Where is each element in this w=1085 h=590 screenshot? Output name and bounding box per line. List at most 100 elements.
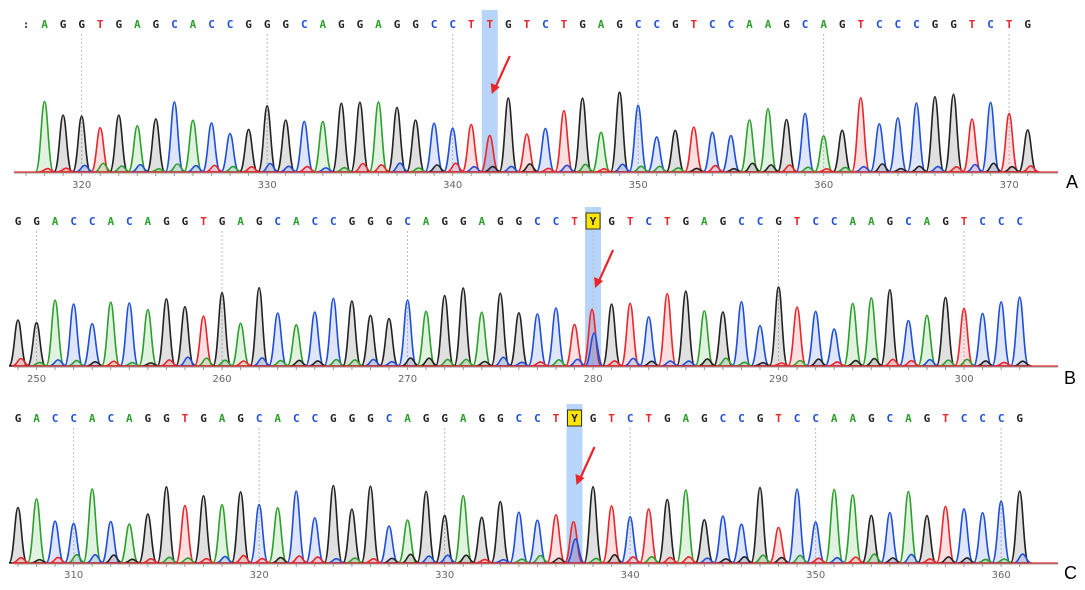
trace-peak — [138, 308, 158, 367]
base-call: G — [163, 215, 170, 228]
base-call: C — [709, 18, 716, 31]
base-call: G — [15, 412, 22, 425]
base-call: G — [423, 412, 430, 425]
base-call: G — [887, 215, 894, 228]
base-call: T — [775, 412, 782, 425]
base-call: G — [338, 18, 345, 31]
trace-peak — [379, 525, 399, 564]
base-call: A — [107, 215, 114, 228]
trace-peak — [758, 107, 778, 173]
base-call: C — [757, 215, 764, 228]
base-call: A — [682, 412, 689, 425]
trace-peak — [63, 303, 84, 367]
base-call: T — [1006, 18, 1013, 31]
base-call: G — [664, 412, 671, 425]
base-call: T — [961, 215, 968, 228]
base-call: G — [145, 412, 152, 425]
trace-peak — [286, 490, 307, 564]
base-call: C — [635, 18, 642, 31]
base-call: G — [394, 18, 401, 31]
base-call: A — [293, 215, 300, 228]
trace-peak — [991, 301, 1011, 367]
base-call: G — [942, 215, 949, 228]
base-call: C — [905, 215, 912, 228]
trace-peak — [257, 104, 277, 173]
base-call: G — [367, 215, 374, 228]
base-call: G — [237, 412, 244, 425]
base-call: G — [163, 412, 170, 425]
base-call: C — [404, 215, 411, 228]
tick-label: 360 — [992, 570, 1011, 581]
arrow-head — [490, 83, 500, 94]
base-call: G — [460, 215, 467, 228]
base-call: C — [171, 18, 178, 31]
tick-label: 360 — [814, 180, 833, 191]
trace-peak — [850, 97, 871, 173]
base-call: A — [831, 412, 838, 425]
base-call: C — [831, 215, 838, 228]
trace-peak — [100, 301, 121, 367]
base-call: A — [52, 215, 59, 228]
base-call: T — [645, 412, 652, 425]
tick-label: 280 — [584, 374, 603, 385]
base-call: G — [219, 215, 226, 228]
base-call: C — [386, 412, 393, 425]
trace-peak — [416, 490, 436, 564]
trace-peak — [665, 129, 686, 173]
trace-peak — [813, 135, 834, 173]
base-call: C — [645, 215, 652, 228]
base-call: G — [78, 18, 85, 31]
trace-peak — [175, 504, 195, 564]
trace-peak — [527, 519, 548, 564]
base-call: A — [924, 215, 931, 228]
trace-peak — [490, 500, 511, 564]
base-call: G — [616, 18, 623, 31]
base-call: G — [349, 412, 356, 425]
base-call: G — [357, 18, 364, 31]
base-call: T — [969, 18, 976, 31]
trace-peak — [676, 290, 696, 367]
base-call: C — [52, 412, 59, 425]
trace-peak — [67, 553, 86, 564]
trace-peak — [768, 286, 789, 367]
trace-peak — [935, 505, 956, 564]
tick-label: 350 — [806, 570, 825, 581]
base-call: G — [775, 215, 782, 228]
trace-peak — [972, 312, 993, 367]
trace-peak — [535, 127, 556, 173]
trace-peak — [82, 488, 102, 564]
base-call: G — [497, 412, 504, 425]
base-call: C — [1016, 215, 1023, 228]
trace-peak — [609, 91, 630, 173]
trace-peak — [898, 490, 919, 564]
trace-peak — [193, 315, 214, 367]
base-call: C — [516, 412, 523, 425]
base-call: G — [386, 215, 393, 228]
trace-peak — [305, 517, 325, 564]
base-call: C — [720, 412, 727, 425]
tick-label: 270 — [398, 374, 417, 385]
base-call: G — [256, 215, 263, 228]
ambiguity-box — [585, 212, 601, 230]
base-call: A — [868, 215, 875, 228]
trace-peak — [638, 508, 659, 564]
trace-peak — [743, 162, 762, 173]
trace-peak — [805, 521, 826, 564]
base-call: A — [33, 412, 40, 425]
base-call: C — [208, 18, 215, 31]
trace-peak — [146, 118, 166, 173]
trace-peak — [713, 515, 733, 564]
base-call: G — [672, 18, 679, 31]
trace-peak — [53, 114, 73, 173]
arrow-shaft — [578, 446, 596, 481]
trace-peak — [638, 316, 659, 367]
tick-label: 260 — [213, 374, 232, 385]
base-call: C — [987, 18, 994, 31]
base-call: T — [553, 412, 560, 425]
base-call: C — [998, 215, 1005, 228]
base-call: C — [979, 215, 986, 228]
base-call: C — [812, 215, 819, 228]
trace-peak — [368, 101, 389, 173]
